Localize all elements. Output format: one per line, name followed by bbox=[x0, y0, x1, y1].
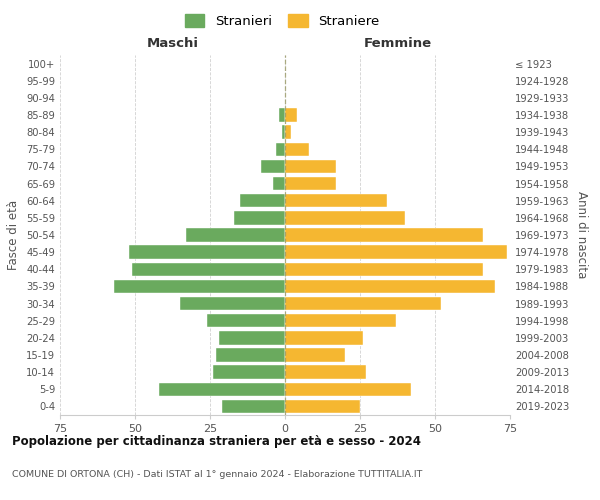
Bar bbox=[285, 160, 336, 173]
Bar bbox=[114, 280, 285, 293]
Bar bbox=[222, 400, 285, 413]
Bar bbox=[285, 211, 405, 224]
Bar bbox=[285, 177, 336, 190]
Bar bbox=[285, 228, 483, 241]
Bar bbox=[285, 382, 411, 396]
Bar bbox=[285, 194, 387, 207]
Bar bbox=[285, 280, 495, 293]
Bar bbox=[273, 177, 285, 190]
Bar bbox=[159, 382, 285, 396]
Bar bbox=[285, 108, 297, 122]
Text: Popolazione per cittadinanza straniera per età e sesso - 2024: Popolazione per cittadinanza straniera p… bbox=[12, 435, 421, 448]
Bar bbox=[285, 297, 441, 310]
Bar bbox=[276, 142, 285, 156]
Text: COMUNE DI ORTONA (CH) - Dati ISTAT al 1° gennaio 2024 - Elaborazione TUTTITALIA.: COMUNE DI ORTONA (CH) - Dati ISTAT al 1°… bbox=[12, 470, 422, 479]
Text: Maschi: Maschi bbox=[146, 37, 199, 50]
Bar bbox=[285, 348, 345, 362]
Bar bbox=[186, 228, 285, 241]
Bar bbox=[285, 142, 309, 156]
Bar bbox=[285, 314, 396, 328]
Legend: Stranieri, Straniere: Stranieri, Straniere bbox=[179, 9, 385, 34]
Bar bbox=[279, 108, 285, 122]
Bar bbox=[132, 262, 285, 276]
Bar bbox=[285, 331, 363, 344]
Bar bbox=[240, 194, 285, 207]
Bar bbox=[285, 126, 291, 139]
Bar bbox=[129, 246, 285, 259]
Bar bbox=[285, 262, 483, 276]
Bar bbox=[285, 400, 360, 413]
Bar bbox=[213, 366, 285, 379]
Y-axis label: Anni di nascita: Anni di nascita bbox=[575, 192, 588, 278]
Bar bbox=[282, 126, 285, 139]
Bar bbox=[261, 160, 285, 173]
Bar bbox=[234, 211, 285, 224]
Bar bbox=[216, 348, 285, 362]
Bar bbox=[207, 314, 285, 328]
Bar bbox=[285, 246, 507, 259]
Bar bbox=[180, 297, 285, 310]
Y-axis label: Fasce di età: Fasce di età bbox=[7, 200, 20, 270]
Bar bbox=[285, 366, 366, 379]
Text: Femmine: Femmine bbox=[364, 37, 431, 50]
Bar bbox=[219, 331, 285, 344]
